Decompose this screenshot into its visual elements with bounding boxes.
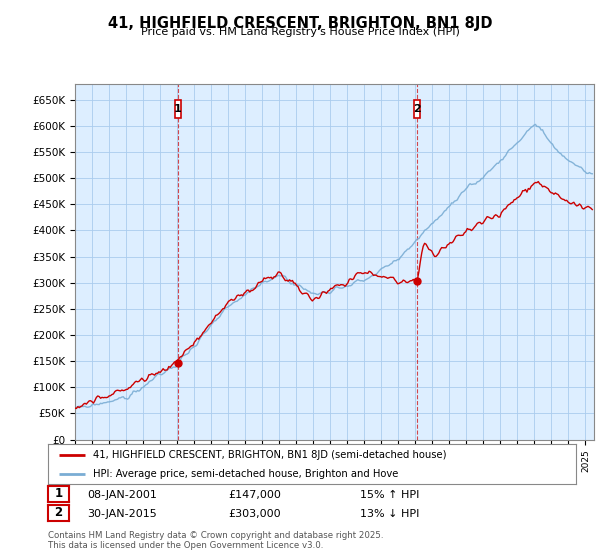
Text: 13% ↓ HPI: 13% ↓ HPI (360, 509, 419, 519)
Text: HPI: Average price, semi-detached house, Brighton and Hove: HPI: Average price, semi-detached house,… (93, 469, 398, 478)
Text: 1: 1 (174, 104, 181, 114)
Text: 08-JAN-2001: 08-JAN-2001 (87, 490, 157, 500)
Text: 15% ↑ HPI: 15% ↑ HPI (360, 490, 419, 500)
Text: 2: 2 (55, 506, 62, 520)
Text: 1: 1 (55, 487, 62, 501)
FancyBboxPatch shape (413, 100, 420, 118)
Text: 41, HIGHFIELD CRESCENT, BRIGHTON, BN1 8JD: 41, HIGHFIELD CRESCENT, BRIGHTON, BN1 8J… (108, 16, 492, 31)
Text: 2: 2 (413, 104, 421, 114)
Text: 30-JAN-2015: 30-JAN-2015 (87, 509, 157, 519)
Text: 41, HIGHFIELD CRESCENT, BRIGHTON, BN1 8JD (semi-detached house): 41, HIGHFIELD CRESCENT, BRIGHTON, BN1 8J… (93, 450, 446, 460)
Text: Contains HM Land Registry data © Crown copyright and database right 2025.
This d: Contains HM Land Registry data © Crown c… (48, 531, 383, 550)
Text: £303,000: £303,000 (228, 509, 281, 519)
FancyBboxPatch shape (175, 100, 181, 118)
Text: £147,000: £147,000 (228, 490, 281, 500)
Text: Price paid vs. HM Land Registry's House Price Index (HPI): Price paid vs. HM Land Registry's House … (140, 27, 460, 37)
